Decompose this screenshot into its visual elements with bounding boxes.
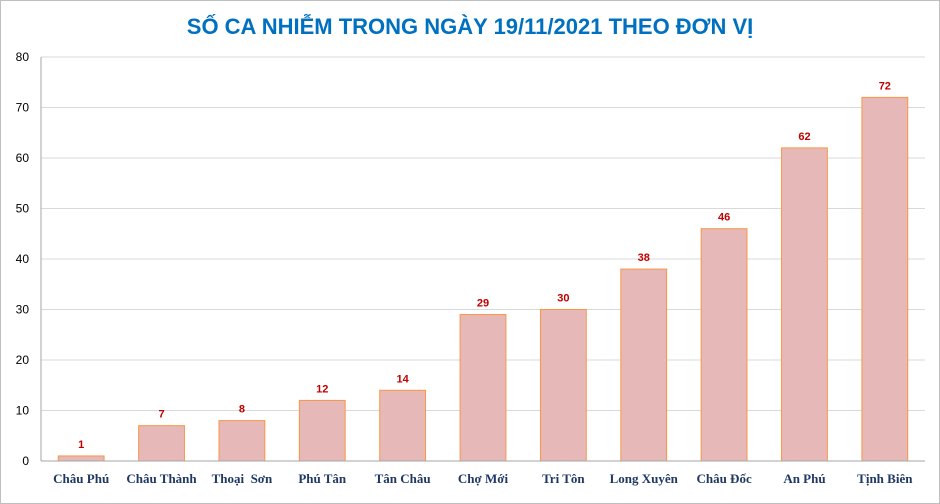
- category-label: Long Xuyên: [610, 471, 679, 486]
- data-label: 12: [316, 383, 328, 395]
- data-label: 62: [798, 131, 810, 143]
- bar: [700, 228, 748, 462]
- category-label: Phú Tân: [298, 471, 347, 486]
- data-label: 38: [638, 252, 650, 264]
- data-labels: 1 7 8 12 14 29 30 38 46 62 72: [78, 80, 891, 451]
- y-tick-label: 60: [16, 151, 30, 165]
- bars: [57, 96, 909, 462]
- bar: [57, 455, 105, 462]
- bar: [781, 147, 828, 462]
- category-label: An Phú: [783, 471, 825, 486]
- y-tick-label: 70: [16, 101, 30, 115]
- bar: [379, 389, 427, 462]
- category-label: Châu Đốc: [696, 471, 751, 486]
- data-label: 46: [718, 212, 730, 224]
- bar: [218, 420, 266, 462]
- chart-title: SỐ CA NHIỄM TRONG NGÀY 19/11/2021 THEO Đ…: [187, 13, 753, 39]
- category-label: Tri Tôn: [542, 471, 585, 486]
- x-axis-categories: Châu Phú Châu Thành Thoại Sơn Phú Tân Tân Ch…: [53, 471, 913, 486]
- category-label: Tịnh Biên: [857, 471, 913, 486]
- gridlines: [41, 56, 925, 411]
- bar: [539, 309, 587, 462]
- category-label: Chợ Mới: [458, 471, 509, 486]
- data-label: 72: [879, 80, 891, 92]
- y-tick-label: 30: [16, 303, 30, 317]
- bar: [459, 314, 507, 462]
- category-label: Tân Châu: [375, 471, 431, 486]
- data-label: 7: [158, 409, 164, 421]
- bar: [861, 96, 909, 462]
- data-label: 14: [397, 373, 410, 385]
- category-label: Châu Thành: [126, 471, 197, 486]
- data-label: 8: [239, 404, 245, 416]
- y-axis-ticks: 0 10 20 30 40 50 60 70 80: [16, 50, 30, 468]
- y-tick-label: 40: [16, 252, 30, 266]
- data-label: 29: [477, 298, 489, 310]
- bar: [138, 425, 185, 462]
- y-tick-label: 50: [16, 202, 30, 216]
- y-tick-label: 0: [22, 454, 29, 468]
- bar: [298, 399, 346, 462]
- category-label: Châu Phú: [53, 471, 109, 486]
- bar: [620, 268, 668, 462]
- y-tick-label: 20: [16, 353, 30, 367]
- y-tick-label: 80: [16, 50, 30, 64]
- data-label: 1: [78, 439, 84, 451]
- y-tick-label: 10: [16, 404, 30, 418]
- category-label: Thoại Sơn: [212, 471, 273, 486]
- data-label: 30: [557, 293, 569, 305]
